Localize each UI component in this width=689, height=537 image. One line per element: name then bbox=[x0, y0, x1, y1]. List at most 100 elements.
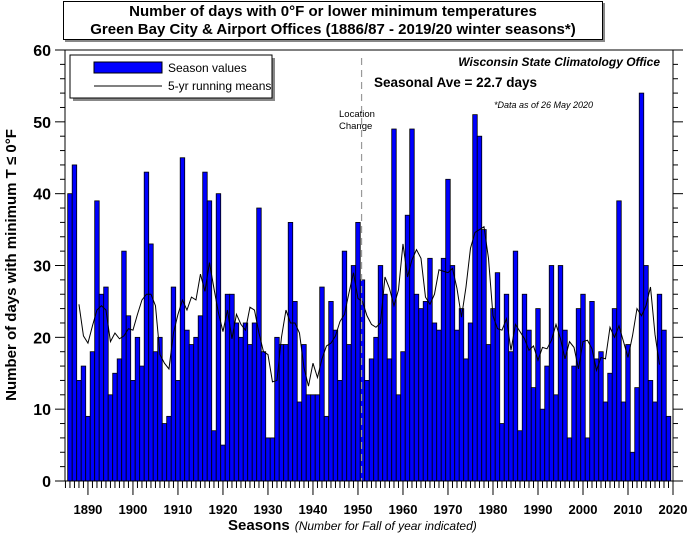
bar-1933 bbox=[278, 344, 285, 482]
bar-1965 bbox=[422, 301, 429, 482]
data-note: *Data as of 26 May 2020 bbox=[494, 100, 593, 110]
bar-1991 bbox=[539, 408, 546, 482]
location-label-2: Change bbox=[339, 121, 372, 132]
bar-1924 bbox=[238, 336, 244, 482]
chart-subtitle: Green Bay City & Airport Offices (1886/8… bbox=[90, 21, 576, 38]
bar-1888 bbox=[76, 380, 82, 482]
bar-1994 bbox=[553, 394, 559, 482]
bar-2017 bbox=[656, 293, 663, 482]
bars-group bbox=[67, 92, 672, 482]
bar-2006 bbox=[607, 372, 613, 482]
x-tick-label: 1910 bbox=[163, 502, 192, 517]
bar-2013 bbox=[638, 92, 645, 482]
bar-2010 bbox=[625, 344, 631, 482]
legend-line-label: 5-yr running means bbox=[168, 79, 271, 93]
bar-1937 bbox=[296, 401, 303, 482]
bar-1963 bbox=[413, 293, 420, 482]
bar-1925 bbox=[242, 322, 249, 482]
bar-1890 bbox=[85, 415, 91, 482]
bar-1964 bbox=[418, 308, 424, 482]
bar-1980 bbox=[490, 308, 496, 482]
chart-title: Number of days with 0°F or lower minimum… bbox=[129, 3, 537, 20]
bar-1970 bbox=[445, 178, 451, 482]
bar-1954 bbox=[373, 336, 379, 482]
bar-2008 bbox=[616, 200, 622, 482]
x-tick-label: 1920 bbox=[209, 502, 238, 517]
bar-1971 bbox=[449, 265, 456, 482]
y-tick-label: 60 bbox=[33, 43, 51, 60]
bar-1960 bbox=[400, 351, 406, 482]
bar-1959 bbox=[395, 394, 402, 482]
bar-1927 bbox=[251, 322, 258, 482]
bar-1936 bbox=[292, 301, 298, 482]
x-tick-label: 2010 bbox=[614, 502, 643, 517]
bar-1905 bbox=[152, 351, 159, 482]
bar-1919 bbox=[215, 193, 222, 482]
bar-1948 bbox=[346, 344, 352, 482]
bar-1955 bbox=[377, 265, 384, 482]
bar-1894 bbox=[103, 286, 109, 482]
bar-1889 bbox=[80, 365, 87, 482]
bar-1961 bbox=[404, 214, 411, 482]
bar-1920 bbox=[220, 444, 226, 482]
bar-1953 bbox=[368, 358, 375, 482]
bar-2004 bbox=[598, 351, 604, 482]
bar-1944 bbox=[328, 301, 334, 482]
bar-1897 bbox=[116, 358, 123, 482]
x-tick-label: 1970 bbox=[434, 502, 463, 517]
bar-1982 bbox=[499, 423, 505, 482]
bar-1979 bbox=[485, 344, 492, 482]
bar-1941 bbox=[314, 394, 321, 482]
chart-title-box: Number of days with 0°F or lower minimum… bbox=[63, 1, 603, 40]
bar-1989 bbox=[530, 387, 537, 482]
bar-1923 bbox=[233, 322, 240, 482]
bar-1911 bbox=[179, 157, 186, 482]
bar-1956 bbox=[382, 293, 388, 482]
x-tick-label: 1900 bbox=[118, 502, 147, 517]
bar-1916 bbox=[202, 171, 208, 482]
bar-1947 bbox=[341, 250, 348, 482]
bar-1951 bbox=[359, 279, 366, 482]
bar-1998 bbox=[571, 365, 577, 482]
bar-1892 bbox=[94, 200, 100, 482]
bar-1895 bbox=[107, 394, 114, 482]
axes-group: 0 10 20 30 40 50 60 1890 1900 1910 1920 1930 1940 195… bbox=[33, 43, 687, 517]
bar-1928 bbox=[256, 207, 262, 482]
bar-1978 bbox=[481, 229, 487, 482]
bar-1922 bbox=[229, 293, 235, 482]
bar-1950 bbox=[355, 221, 361, 482]
bar-1906 bbox=[157, 336, 163, 482]
bar-1910 bbox=[175, 380, 181, 482]
bar-1907 bbox=[161, 423, 168, 482]
bar-1976 bbox=[472, 114, 478, 482]
bar-1899 bbox=[125, 315, 132, 482]
average-annotation: Seasonal Ave = 22.7 days bbox=[374, 75, 537, 90]
bar-1946 bbox=[337, 380, 343, 482]
bar-1932 bbox=[274, 336, 280, 482]
bar-1993 bbox=[548, 265, 555, 482]
bar-1986 bbox=[517, 430, 523, 482]
bar-1939 bbox=[305, 394, 312, 482]
bar-1908 bbox=[166, 415, 172, 482]
x-tick-label: 1890 bbox=[73, 502, 102, 517]
x-tick-label: 1950 bbox=[344, 502, 373, 517]
bar-1972 bbox=[454, 329, 460, 482]
bar-2019 bbox=[665, 415, 672, 482]
bar-1985 bbox=[512, 250, 519, 482]
x-tick-label: 1990 bbox=[524, 502, 553, 517]
bar-1997 bbox=[566, 437, 573, 482]
bar-1898 bbox=[121, 250, 127, 482]
bar-1893 bbox=[98, 293, 105, 482]
bar-2009 bbox=[620, 401, 627, 482]
bar-2018 bbox=[661, 329, 667, 482]
bar-1934 bbox=[283, 344, 289, 482]
y-tick-label: 50 bbox=[33, 115, 51, 132]
bar-2016 bbox=[652, 401, 658, 482]
source-annotation: Wisconsin State Climatology Office bbox=[458, 55, 660, 69]
bar-1967 bbox=[431, 322, 438, 482]
bar-1915 bbox=[197, 315, 204, 482]
bar-1902 bbox=[139, 365, 145, 482]
bar-1977 bbox=[476, 135, 483, 482]
bar-2003 bbox=[593, 358, 600, 482]
